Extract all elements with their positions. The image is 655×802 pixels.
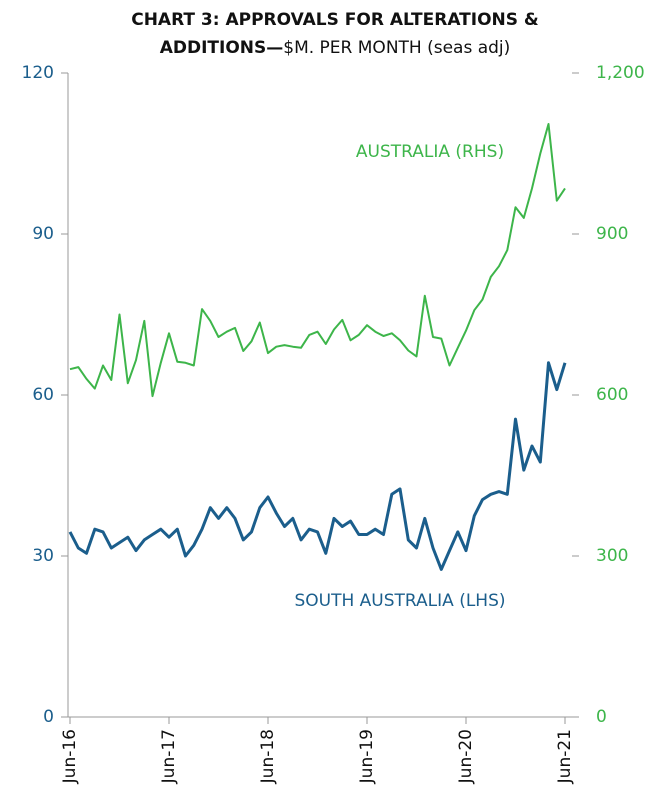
x-tick-label: Jun-19: [357, 729, 377, 784]
y-tick-label: 0: [43, 707, 54, 727]
y2-tick-label: 1,200: [596, 63, 645, 83]
chart-title-bold: ADDITIONS—: [160, 38, 284, 58]
x-tick-label: Jun-17: [159, 729, 179, 784]
chart-title-rest: $M. PER MONTH (seas adj): [283, 38, 510, 58]
y2-tick-label: 300: [596, 546, 628, 566]
y-tick-label: 120: [22, 63, 54, 83]
chart-title: ADDITIONS—$M. PER MONTH (seas adj): [160, 38, 511, 58]
y-tick-label: 60: [32, 385, 54, 405]
series-label: AUSTRALIA (RHS): [356, 142, 504, 162]
y2-tick-label: 900: [596, 224, 628, 244]
y2-tick-label: 600: [596, 385, 628, 405]
chart-title: CHART 3: APPROVALS FOR ALTERATIONS &: [131, 10, 539, 30]
series-label: SOUTH AUSTRALIA (LHS): [294, 591, 505, 611]
x-tick-label: Jun-18: [258, 729, 278, 784]
y2-tick-label: 0: [596, 707, 607, 727]
x-tick-label: Jun-21: [555, 729, 575, 784]
series-line: [69, 123, 566, 398]
x-tick-label: Jun-20: [456, 729, 476, 784]
x-tick-label: Jun-16: [60, 729, 80, 784]
y-tick-label: 30: [32, 546, 54, 566]
series-line: [68, 361, 567, 571]
y-tick-label: 90: [32, 224, 54, 244]
